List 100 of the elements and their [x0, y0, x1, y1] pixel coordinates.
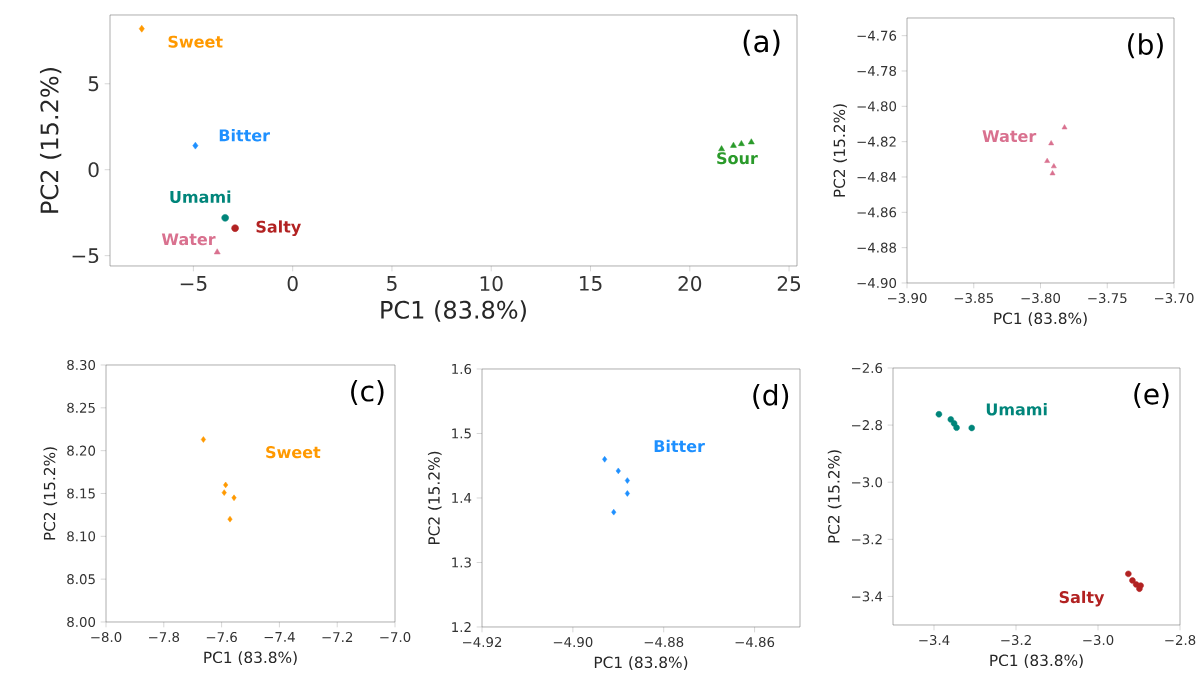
x-tick-label: −8.0 [91, 632, 122, 643]
point [231, 494, 237, 501]
y-tick-label: 8.00 [67, 616, 96, 628]
x-axis-title: PC1 (83.8%) [594, 656, 688, 670]
point [138, 25, 145, 33]
y-tick-label: −2.8 [852, 420, 883, 431]
series-label: Water [982, 130, 1037, 143]
x-tick-label: −7.8 [149, 632, 180, 643]
series-label: Sweet [168, 35, 223, 48]
x-tick-label: 25 [777, 276, 801, 292]
x-tick-label: −7.0 [380, 632, 411, 643]
text: Sweet [266, 446, 321, 459]
point [213, 248, 221, 255]
x-axis-title: PC1 (83.8%) [990, 654, 1083, 668]
point [730, 141, 737, 148]
annotation: (d) [753, 384, 789, 409]
point [1125, 570, 1132, 578]
point [1061, 124, 1068, 130]
x-tick-label: −3.4 [919, 635, 950, 646]
annotation: (e) [1134, 382, 1169, 408]
y-tick-label: −5 [72, 248, 99, 264]
point [227, 515, 233, 523]
point [624, 477, 630, 484]
x-tick-label: −3.75 [1088, 293, 1127, 304]
x-tick-label: −7.4 [264, 632, 295, 642]
y-axis-title: PC2 (15.2%) [827, 450, 842, 543]
point [968, 424, 975, 432]
x-tick-label: −3.70 [1154, 293, 1194, 304]
annotation: (c) [351, 379, 384, 405]
y-tick-label: −4.76 [857, 30, 897, 41]
x-tick-label: −3.80 [1021, 293, 1061, 304]
y-tick-label: 1.4 [452, 493, 472, 503]
annotation: (a) [743, 29, 780, 56]
y-tick-label: 1.5 [452, 428, 471, 439]
y-tick-label: −3.4 [852, 591, 883, 602]
annotation: (b) [1128, 33, 1163, 59]
series-label: Bitter [219, 129, 270, 142]
point [231, 224, 239, 232]
y-axis-title: PC2 (15.2%) [43, 447, 58, 540]
point [624, 490, 630, 497]
y-axis-title: PC2 (15.2%) [39, 68, 62, 213]
y-tick-label: −3.0 [852, 477, 883, 488]
series-label: Sour [717, 152, 758, 165]
point [953, 424, 960, 431]
y-axis-title: PC2 (15.2%) [833, 104, 847, 197]
x-tick-label: −4.92 [463, 637, 502, 648]
point [1048, 140, 1054, 146]
point [1129, 577, 1136, 584]
x-tick-label: 15 [579, 276, 602, 291]
point [1051, 163, 1057, 169]
x-tick-label: −3.90 [888, 293, 927, 304]
x-axis-title: PC1 (83.8%) [381, 300, 526, 322]
y-tick-label: 5 [88, 76, 99, 92]
point [221, 489, 227, 496]
x-axis-title: PC1 (83.8%) [994, 312, 1087, 326]
y-tick-label: 8.10 [67, 531, 96, 542]
series-label: Salty [1059, 590, 1105, 607]
x-tick-label: −3.85 [954, 293, 994, 304]
point [221, 214, 229, 222]
series-label: Umami [986, 403, 1047, 416]
point [718, 145, 725, 152]
point [950, 420, 958, 427]
y-tick-label: 1.3 [452, 557, 471, 568]
x-tick-label: −4.88 [644, 637, 684, 648]
point [738, 140, 745, 146]
point [602, 456, 608, 463]
series-label: Umami [170, 190, 231, 203]
x-tick-label: −7.2 [322, 632, 353, 642]
x-tick-label: 20 [678, 276, 702, 292]
point [947, 416, 955, 423]
y-tick-label: −2.6 [852, 362, 883, 374]
point [223, 481, 229, 489]
x-tick-label: −4.90 [553, 637, 593, 648]
y-tick-label: 8.20 [67, 445, 96, 456]
y-axis-title: PC2 (15.2%) [427, 451, 442, 545]
y-tick-label: −4.84 [857, 171, 897, 183]
y-tick-label: −4.88 [857, 242, 897, 253]
x-tick-label: 0 [287, 276, 298, 292]
y-tick-label: −4.78 [857, 65, 897, 77]
y-tick-label: 8.25 [67, 402, 95, 413]
y-tick-label: 8.30 [67, 359, 96, 371]
point [748, 138, 755, 145]
x-tick-label: −2.8 [1165, 635, 1196, 646]
y-tick-label: −4.80 [857, 101, 897, 112]
series-label: Water [161, 233, 216, 246]
x-tick-label: −7.6 [206, 632, 237, 643]
x-tick-label: −5 [180, 276, 207, 291]
y-tick-label: −3.2 [852, 534, 882, 545]
x-tick-label: 10 [480, 276, 503, 292]
y-tick-label: −4.86 [857, 207, 897, 218]
point [1044, 157, 1050, 163]
y-tick-label: 1.6 [452, 363, 472, 375]
y-tick-label: 1.2 [452, 622, 471, 632]
y-tick-label: −4.82 [857, 136, 896, 147]
point [611, 508, 617, 516]
x-tick-label: −3.0 [1083, 635, 1114, 646]
y-tick-label: 0 [88, 162, 99, 178]
x-axis-title: PC1 (83.8%) [204, 651, 297, 665]
y-tick-label: 8.05 [67, 574, 95, 585]
y-tick-label: 8.15 [67, 488, 95, 499]
